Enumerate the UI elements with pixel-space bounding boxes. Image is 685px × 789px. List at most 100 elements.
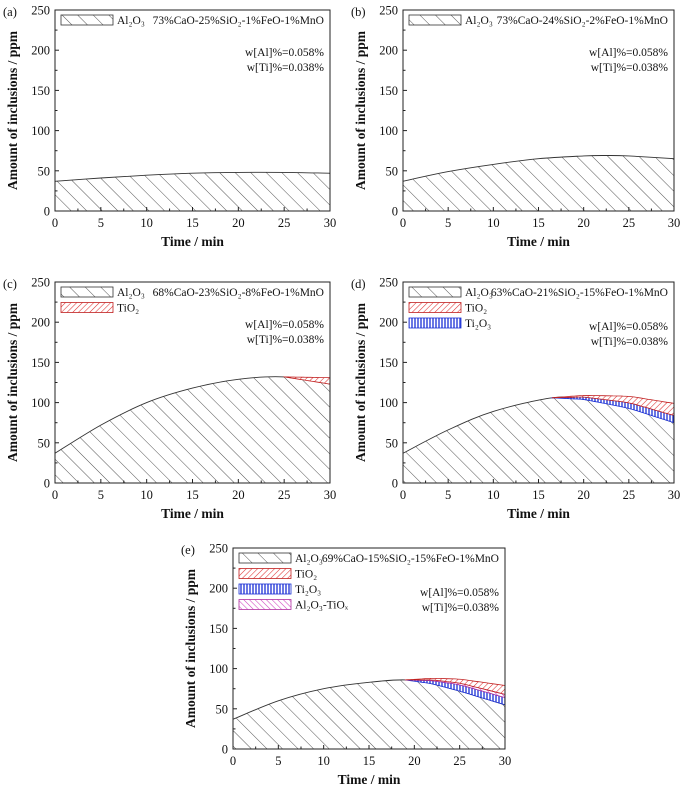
y-tick-label: 150	[209, 622, 228, 636]
y-tick-label: 250	[31, 276, 50, 290]
x-axis-title: Time / min	[507, 506, 570, 521]
y-tick-label: 0	[222, 743, 228, 757]
x-tick-label: 5	[445, 488, 451, 502]
y-axis-title: Amount of inclusions / ppm	[183, 568, 198, 728]
condition-al: w[Al]%=0.058%	[420, 587, 499, 599]
y-tick-label: 150	[31, 356, 50, 370]
y-tick-label: 0	[392, 477, 398, 491]
y-tick-label: 150	[31, 84, 50, 98]
x-tick-label: 0	[52, 488, 58, 502]
condition-al: w[Al]%=0.058%	[589, 321, 668, 333]
x-tick-label: 20	[577, 216, 590, 230]
x-tick-label: 30	[668, 488, 681, 502]
panel-label: (d)	[351, 277, 366, 291]
slag-composition: 63%CaO-21%SiO₂-15%FeO-1%MnO	[491, 287, 668, 299]
y-tick-label: 50	[386, 436, 399, 450]
legend-swatch-ti2o3	[408, 317, 462, 329]
legend-label-tio2: TiO₂	[295, 569, 317, 581]
x-axis-title: Time / min	[507, 234, 570, 249]
panel-d: 0 5 10 15 20 25 30 0 50 100 150 200 250 Time / min Amo…	[351, 276, 680, 522]
legend-label-al2o3: Al₂O₃	[117, 15, 145, 27]
x-tick-label: 10	[317, 754, 330, 768]
x-tick-label: 5	[445, 216, 451, 230]
slag-composition: 73%CaO-24%SiO₂-2%FeO-1%MnO	[497, 15, 668, 27]
condition-ti: w[Ti]%=0.038%	[422, 602, 500, 614]
area-al2o3	[54, 376, 331, 484]
panel-e: 0 5 10 15 20 25 30 0 50 100 150 200 250 Time / min Amo…	[181, 542, 511, 788]
x-tick-label: 20	[232, 488, 245, 502]
y-tick-label: 100	[209, 662, 228, 676]
x-tick-label: 25	[278, 488, 291, 502]
slag-composition: 68%CaO-23%SiO₂-8%FeO-1%MnO	[153, 287, 324, 299]
area-al2o3	[54, 171, 331, 212]
x-tick-label: 30	[324, 488, 337, 502]
x-tick-label: 5	[98, 216, 104, 230]
condition-ti: w[Ti]%=0.038%	[591, 336, 669, 348]
y-tick-label: 250	[379, 276, 398, 290]
x-tick-label: 5	[275, 754, 281, 768]
legend-label-al2o3: Al₂O₃	[117, 287, 145, 299]
x-tick-label: 30	[668, 216, 681, 230]
y-tick-label: 100	[31, 124, 50, 138]
y-tick-label: 200	[379, 316, 398, 330]
y-tick-label: 0	[44, 477, 50, 491]
legend-label-al2o3-tiox: Al₂O₃-TiOₓ	[295, 600, 349, 612]
condition-al: w[Al]%=0.058%	[589, 47, 668, 59]
y-tick-label: 0	[392, 205, 398, 219]
x-tick-label: 15	[186, 488, 199, 502]
y-tick-label: 100	[379, 396, 398, 410]
condition-ti: w[Ti]%=0.038%	[247, 62, 325, 74]
x-axis-title: Time / min	[338, 772, 401, 787]
x-tick-label: 0	[230, 754, 236, 768]
y-tick-label: 250	[379, 4, 398, 18]
x-tick-label: 0	[400, 216, 406, 230]
y-tick-label: 100	[31, 396, 50, 410]
legend-label-ti2o3: Ti₂O₃	[295, 584, 321, 596]
legend-swatch-al2o3	[408, 286, 462, 298]
y-axis-title: Amount of inclusions / ppm	[353, 30, 368, 190]
condition-ti: w[Ti]%=0.038%	[247, 334, 325, 346]
x-tick-label: 30	[499, 754, 512, 768]
x-tick-label: 10	[487, 216, 500, 230]
area-al2o3	[402, 155, 675, 212]
legend-swatch-al2o3-tiox	[238, 599, 292, 610]
y-tick-label: 200	[209, 582, 228, 596]
x-tick-label: 15	[363, 754, 376, 768]
x-tick-label: 10	[487, 488, 500, 502]
panel-a: 0 5 10 15 20 25 30 0 50 100 150 200 250 Time / min Amo…	[3, 4, 336, 250]
y-tick-label: 50	[38, 436, 51, 450]
x-tick-label: 0	[52, 216, 58, 230]
x-tick-label: 25	[623, 488, 636, 502]
legend-swatch-tio2	[238, 568, 292, 579]
x-tick-label: 30	[324, 216, 337, 230]
panel-label: (e)	[181, 543, 195, 557]
panel-label: (c)	[3, 277, 17, 291]
legend-label-al2o3: Al₂O₃	[465, 287, 493, 299]
x-tick-label: 10	[140, 488, 153, 502]
panel-label: (b)	[351, 5, 366, 19]
x-tick-label: 20	[577, 488, 590, 502]
y-tick-label: 150	[379, 84, 398, 98]
x-tick-label: 25	[278, 216, 291, 230]
legend-label-al2o3: Al₂O₃	[295, 553, 323, 565]
y-axis-title: Amount of inclusions / ppm	[353, 302, 368, 462]
legend: Al₂O₃ TiO₂ Ti₂O₃ Al₂O₃-TiOₓ	[238, 552, 349, 612]
y-tick-label: 150	[379, 356, 398, 370]
legend-swatch-al2o3	[60, 14, 114, 26]
x-tick-label: 15	[532, 488, 545, 502]
x-tick-label: 15	[532, 216, 545, 230]
x-axis-title: Time / min	[161, 506, 224, 521]
legend-swatch-al2o3	[238, 552, 292, 564]
y-tick-label: 0	[44, 205, 50, 219]
y-tick-label: 250	[209, 542, 228, 556]
legend-swatch-ti2o3	[238, 583, 292, 595]
legend: Al₂O₃ TiO₂ Ti₂O₃	[408, 286, 493, 330]
x-tick-label: 5	[98, 488, 104, 502]
y-tick-label: 200	[31, 44, 50, 58]
condition-ti: w[Ti]%=0.038%	[591, 62, 669, 74]
y-tick-label: 200	[379, 44, 398, 58]
legend-swatch-tio2	[60, 302, 114, 313]
x-tick-label: 25	[453, 754, 466, 768]
legend-label-ti2o3: Ti₂O₃	[465, 318, 491, 330]
y-tick-label: 200	[31, 316, 50, 330]
